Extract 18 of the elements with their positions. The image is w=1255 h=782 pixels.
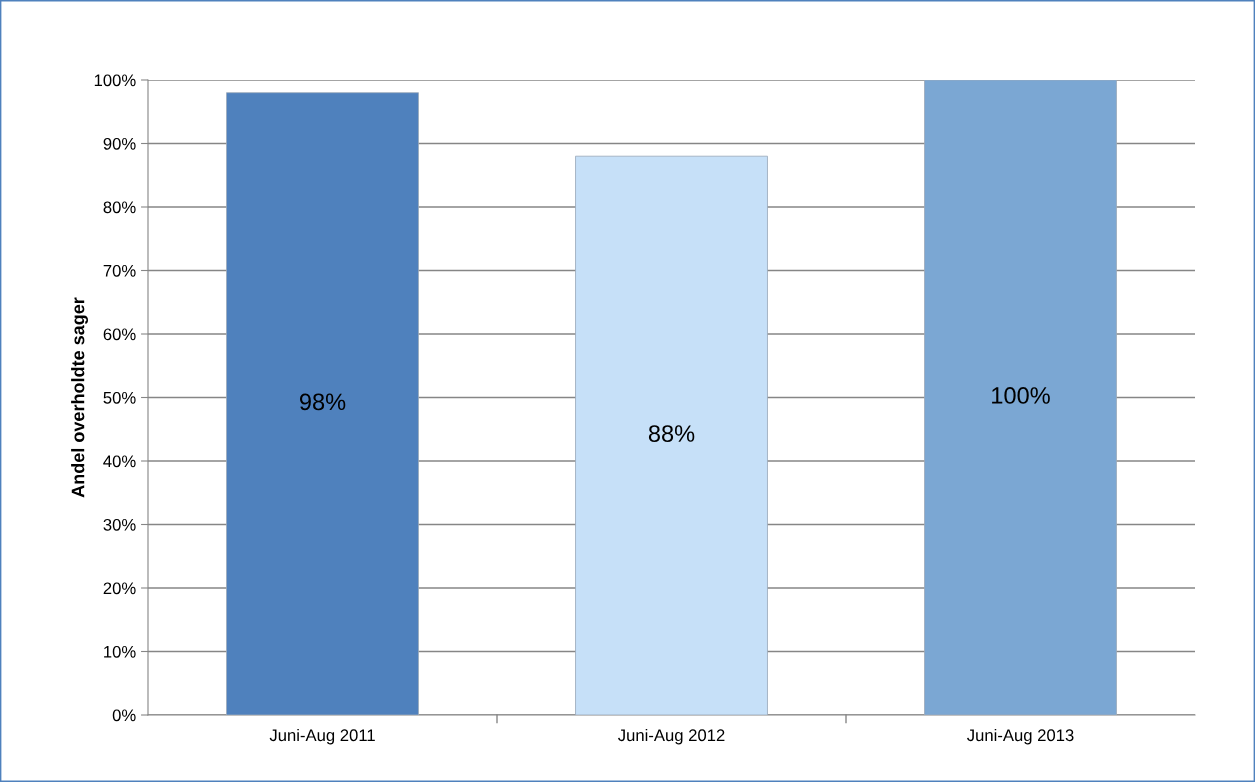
data-label: 88% bbox=[648, 425, 695, 442]
y-tick-label: 0% bbox=[112, 709, 136, 722]
y-tick-label: 50% bbox=[103, 391, 136, 404]
y-axis-title: Andel overholdte sager bbox=[71, 297, 89, 498]
data-label: 98% bbox=[299, 393, 346, 411]
y-tick-label: 100% bbox=[94, 74, 136, 87]
x-tick-label: Juni-Aug 2012 bbox=[618, 728, 725, 745]
data-label: 100% bbox=[992, 387, 1050, 404]
y-tick-label: 40% bbox=[103, 455, 136, 468]
x-tick-label: Juni-Aug 2013 bbox=[967, 728, 1074, 745]
y-tick-label: 20% bbox=[103, 582, 136, 595]
y-tick-label: 30% bbox=[103, 518, 136, 531]
x-tick-label: Juni-Aug 2011 bbox=[269, 728, 375, 745]
y-tick-label: 90% bbox=[103, 137, 136, 150]
y-tick-label: 60% bbox=[103, 328, 136, 341]
y-tick-label: 10% bbox=[104, 645, 136, 658]
y-tick-label: 80% bbox=[103, 201, 136, 214]
y-tick-label: 70% bbox=[103, 264, 136, 277]
